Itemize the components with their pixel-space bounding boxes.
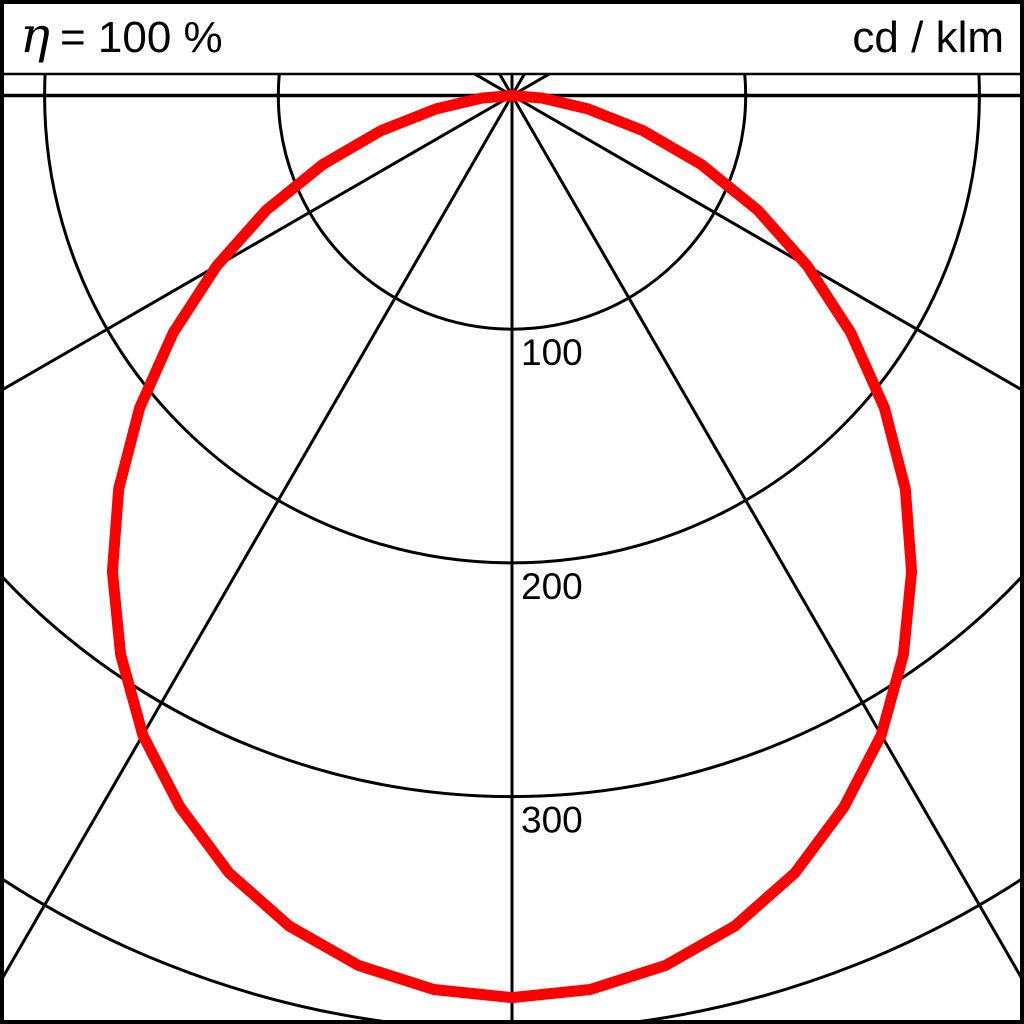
efficiency-value: = 100 % xyxy=(60,13,223,62)
ring-value-labels: 100 200 300 xyxy=(521,332,583,840)
intensity-curve-layer xyxy=(106,90,918,1004)
ring-label-100: 100 xyxy=(521,332,583,373)
eta-symbol: η xyxy=(20,6,50,64)
ring-label-200: 200 xyxy=(521,566,583,607)
efficiency-label: η = 100 % xyxy=(20,6,223,64)
ring-label-300: 300 xyxy=(521,800,583,841)
luminous-intensity-curve xyxy=(106,90,918,1004)
unit-label: cd / klm xyxy=(852,13,1004,62)
